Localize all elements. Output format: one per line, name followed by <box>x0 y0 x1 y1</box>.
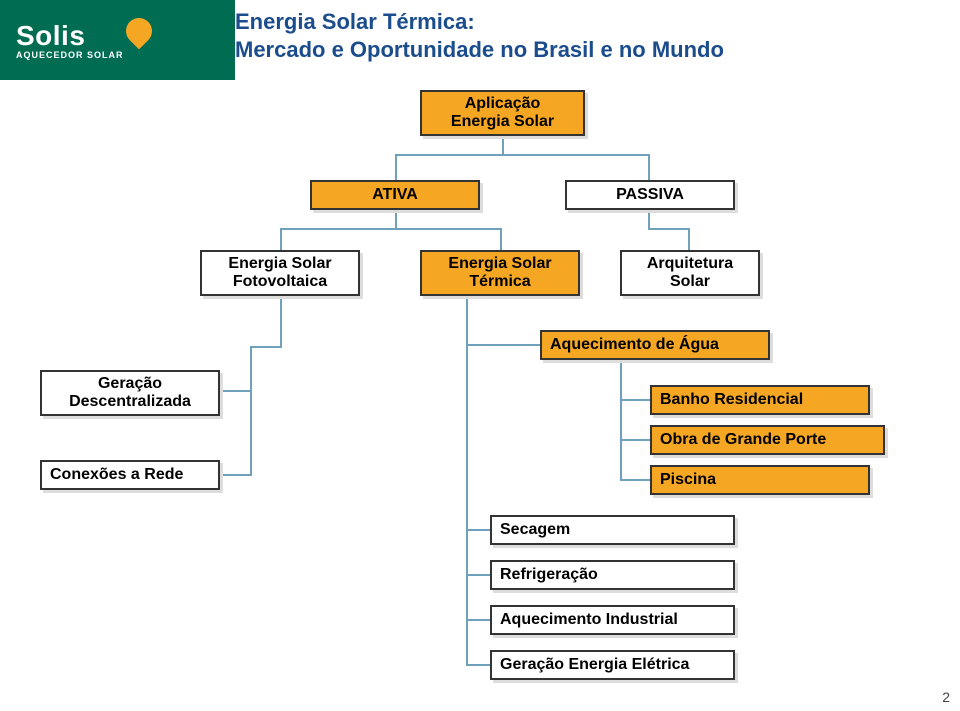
logo-panel: Solis AQUECEDOR SOLAR <box>0 0 235 80</box>
connector-line <box>466 296 468 666</box>
connector-line <box>466 619 490 621</box>
connector-line <box>648 210 650 228</box>
logo-text-block: Solis AQUECEDOR SOLAR <box>16 20 124 60</box>
connector-line <box>466 664 490 666</box>
node-termica: Energia Solar Térmica <box>420 250 580 296</box>
connector-line <box>502 136 504 154</box>
page-number: 2 <box>942 689 950 705</box>
leaf-icon <box>120 13 157 50</box>
node-gerele: Geração Energia Elétrica <box>490 650 735 680</box>
connector-line <box>220 474 252 476</box>
title-line-2: Mercado e Oportunidade no Brasil e no Mu… <box>235 36 724 64</box>
node-conexoes: Conexões a Rede <box>40 460 220 490</box>
connector-line <box>466 574 490 576</box>
connector-line <box>620 439 650 441</box>
node-agua: Aquecimento de Água <box>540 330 770 360</box>
node-geracao: Geração Descentralizada <box>40 370 220 416</box>
page-title: Energia Solar Térmica: Mercado e Oportun… <box>235 8 724 63</box>
node-piscina: Piscina <box>650 465 870 495</box>
connector-line <box>648 154 650 180</box>
connector-line <box>620 360 622 480</box>
connector-line <box>620 399 650 401</box>
connector-line <box>280 296 282 346</box>
node-refrig: Refrigeração <box>490 560 735 590</box>
connector-line <box>648 228 690 230</box>
node-secagem: Secagem <box>490 515 735 545</box>
node-banho: Banho Residencial <box>650 385 870 415</box>
connector-line <box>395 154 397 180</box>
connector-line <box>466 344 540 346</box>
logo-subtitle: AQUECEDOR SOLAR <box>16 50 124 60</box>
node-ativa: ATIVA <box>310 180 480 210</box>
connector-line <box>250 346 252 476</box>
node-fotovolt: Energia Solar Fotovoltaica <box>200 250 360 296</box>
title-line-1: Energia Solar Térmica: <box>235 8 724 36</box>
node-aqind: Aquecimento Industrial <box>490 605 735 635</box>
logo-title: Solis <box>16 20 124 52</box>
node-obra: Obra de Grande Porte <box>650 425 885 455</box>
node-passiva: PASSIVA <box>565 180 735 210</box>
connector-line <box>500 228 502 250</box>
connector-line <box>250 346 282 348</box>
connector-line <box>280 228 282 250</box>
connector-line <box>395 210 397 228</box>
connector-line <box>620 479 650 481</box>
connector-line <box>466 529 490 531</box>
node-arquitetura: Arquitetura Solar <box>620 250 760 296</box>
connector-line <box>280 228 502 230</box>
node-root: Aplicação Energia Solar <box>420 90 585 136</box>
connector-line <box>395 154 650 156</box>
connector-line <box>688 228 690 250</box>
connector-line <box>220 390 252 392</box>
